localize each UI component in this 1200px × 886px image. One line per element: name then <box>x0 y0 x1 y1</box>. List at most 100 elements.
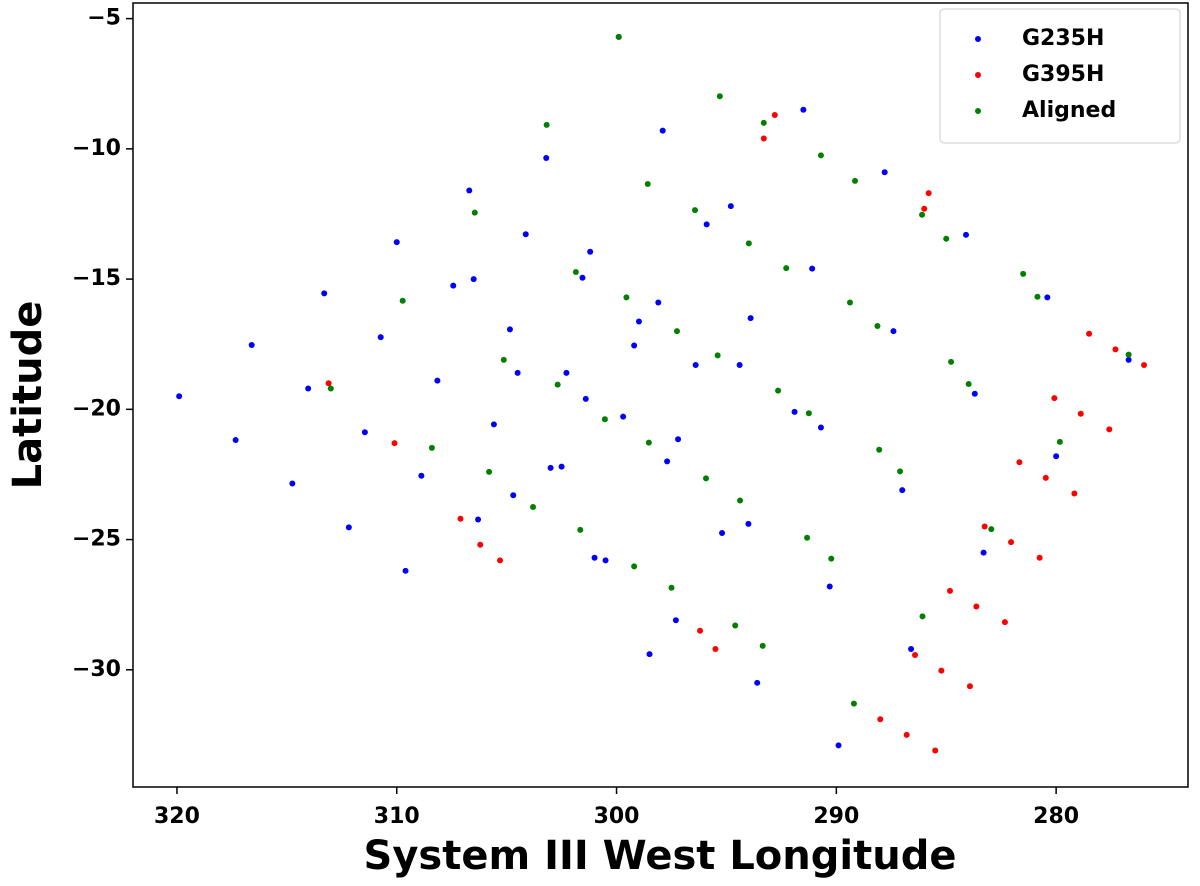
y-tick-label: −20 <box>72 396 121 421</box>
point <box>828 555 835 562</box>
point <box>305 385 312 392</box>
point <box>971 390 978 397</box>
point <box>377 334 384 341</box>
point <box>981 523 988 530</box>
point <box>327 385 334 392</box>
point <box>697 627 704 634</box>
x-tick-label: 300 <box>594 804 640 829</box>
point <box>775 387 782 394</box>
x-tick-label: 280 <box>1033 804 1079 829</box>
point <box>1125 356 1132 363</box>
y-tick-label: −15 <box>72 266 121 291</box>
point <box>835 742 842 749</box>
point <box>522 231 529 238</box>
point <box>418 472 425 479</box>
point <box>615 33 622 40</box>
point <box>745 240 752 247</box>
point <box>877 716 884 723</box>
point <box>783 265 790 272</box>
point <box>759 642 766 649</box>
point <box>912 651 919 658</box>
point <box>1053 453 1060 460</box>
y-axis-label: Latitude <box>5 301 51 490</box>
point <box>745 520 752 527</box>
point <box>938 667 945 674</box>
point <box>582 395 589 402</box>
point <box>943 235 950 242</box>
point <box>737 497 744 504</box>
point <box>980 549 987 556</box>
point <box>1008 539 1015 546</box>
point <box>572 269 579 276</box>
point <box>817 152 824 159</box>
legend-label: G235H <box>1022 26 1104 51</box>
point <box>732 622 739 629</box>
point <box>1044 294 1051 301</box>
point <box>490 421 497 428</box>
point <box>692 362 699 369</box>
point <box>500 356 507 363</box>
point <box>659 127 666 134</box>
point <box>325 380 332 387</box>
point <box>919 613 926 620</box>
point <box>1042 474 1049 481</box>
legend-label: Aligned <box>1022 98 1116 123</box>
point <box>946 587 953 594</box>
point <box>908 645 915 652</box>
point <box>675 436 682 443</box>
legend-box <box>939 8 1181 144</box>
point <box>477 541 484 548</box>
legend: G235H G395H Aligned <box>939 8 1181 144</box>
point <box>645 439 652 446</box>
point <box>966 683 973 690</box>
point <box>321 290 328 297</box>
point <box>948 358 955 365</box>
x-tick-label: 290 <box>813 804 859 829</box>
point <box>393 239 400 246</box>
point <box>664 458 671 465</box>
point <box>932 747 939 754</box>
y-tick-label: −25 <box>72 527 121 552</box>
x-tick-label: 320 <box>154 804 200 829</box>
point <box>635 318 642 325</box>
point <box>1112 346 1119 353</box>
point <box>714 352 721 359</box>
point <box>506 326 513 333</box>
legend-label: G395H <box>1022 62 1104 87</box>
point <box>760 119 767 126</box>
point <box>248 341 255 348</box>
point <box>1034 293 1041 300</box>
point <box>450 282 457 289</box>
point <box>703 221 710 228</box>
point <box>925 190 932 197</box>
point <box>1016 459 1023 466</box>
point <box>1086 330 1093 337</box>
point <box>543 121 550 128</box>
point <box>817 424 824 431</box>
point <box>543 154 550 161</box>
point <box>428 444 435 451</box>
point <box>921 205 928 212</box>
point <box>736 362 743 369</box>
point <box>727 203 734 210</box>
point <box>973 603 980 610</box>
point <box>1106 426 1113 433</box>
point <box>754 679 761 686</box>
point <box>391 440 398 447</box>
point <box>965 381 972 388</box>
point <box>668 584 675 591</box>
point <box>497 557 504 564</box>
point <box>631 342 638 349</box>
point <box>805 410 812 417</box>
point <box>919 211 926 218</box>
point <box>577 526 584 533</box>
point <box>881 169 888 176</box>
legend-marker <box>975 108 981 114</box>
point <box>176 393 183 400</box>
point <box>702 475 709 482</box>
point <box>1141 362 1148 369</box>
point <box>716 93 723 100</box>
point <box>486 468 493 475</box>
